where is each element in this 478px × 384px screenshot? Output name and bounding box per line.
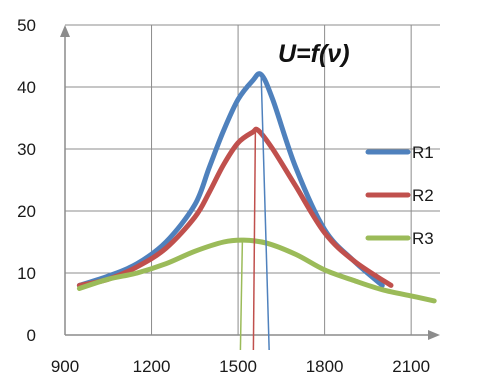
x-tick-labels: 900 1200 1500 1800 2100: [51, 357, 430, 376]
y-tick-label-0: 0: [27, 326, 36, 345]
y-tick-labels: 0 10 20 30 40 50: [17, 16, 36, 345]
legend-label-r1: R1: [412, 143, 434, 162]
series-lines: [76, 71, 437, 304]
x-tick-label-2100: 2100: [392, 357, 430, 376]
x-tick-label-1500: 1500: [219, 357, 257, 376]
series-line-r1: [76, 71, 385, 288]
y-tick-label-10: 10: [17, 264, 36, 283]
y-tick-label-30: 30: [17, 140, 36, 159]
peak-markers: [239, 74, 270, 351]
y-tick-label-40: 40: [17, 78, 36, 97]
legend-label-r3: R3: [412, 229, 434, 248]
axes: [60, 25, 440, 340]
peak-marker-r1: [260, 74, 270, 351]
peak-marker-r2: [252, 130, 257, 351]
series-line-r2: [76, 126, 394, 288]
grid: [65, 24, 440, 335]
peak-marker-r3: [239, 240, 244, 351]
y-tick-label-50: 50: [17, 16, 36, 35]
x-axis-arrowhead: [428, 330, 440, 340]
x-tick-label-1800: 1800: [306, 357, 344, 376]
x-tick-label-900: 900: [51, 357, 79, 376]
y-axis-arrowhead: [60, 25, 70, 37]
chart-title: U=f(ν): [278, 40, 350, 68]
y-tick-label-20: 20: [17, 202, 36, 221]
legend: R1 R2 R3: [365, 143, 434, 248]
legend-label-r2: R2: [412, 186, 434, 205]
x-tick-label-1200: 1200: [133, 357, 171, 376]
